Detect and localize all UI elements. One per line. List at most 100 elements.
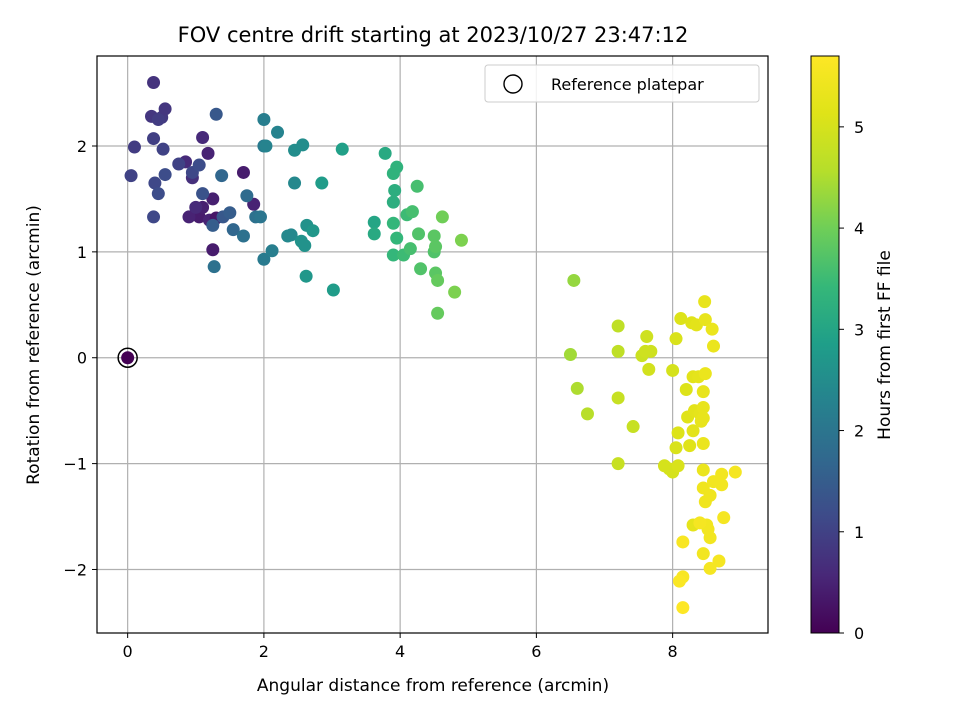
data-point bbox=[686, 424, 700, 438]
plot-frame bbox=[96, 55, 769, 634]
data-point bbox=[386, 216, 400, 230]
data-point bbox=[611, 457, 625, 471]
data-point bbox=[367, 227, 381, 241]
data-point bbox=[448, 285, 462, 299]
x-tick-label: 8 bbox=[668, 642, 678, 661]
data-point bbox=[259, 139, 273, 153]
data-point bbox=[335, 142, 349, 156]
data-point bbox=[693, 516, 707, 530]
data-point bbox=[429, 240, 443, 254]
colorbar-tick-label: 5 bbox=[854, 118, 864, 137]
data-point bbox=[707, 339, 721, 353]
data-point bbox=[671, 426, 685, 440]
data-point bbox=[223, 206, 237, 220]
data-point bbox=[147, 132, 161, 146]
colorbar: 0 1 2 3 4 5 Hours from first FF file bbox=[810, 55, 895, 643]
data-point bbox=[215, 169, 229, 183]
data-point bbox=[236, 165, 250, 179]
data-point bbox=[696, 547, 710, 561]
data-point bbox=[209, 107, 223, 121]
data-point bbox=[707, 475, 721, 489]
data-point bbox=[147, 75, 161, 89]
data-point bbox=[698, 295, 712, 309]
colorbar-gradient bbox=[810, 55, 840, 634]
data-point bbox=[306, 224, 320, 238]
y-axis-label: Rotation from reference (arcmin) bbox=[24, 205, 44, 485]
data-point bbox=[196, 131, 210, 145]
x-tick-label: 2 bbox=[259, 642, 269, 661]
data-point bbox=[192, 158, 206, 172]
data-point bbox=[236, 229, 250, 243]
grid-lines bbox=[97, 56, 768, 633]
data-point bbox=[226, 223, 240, 237]
data-point bbox=[669, 332, 683, 346]
data-point bbox=[405, 205, 419, 219]
y-tick-label: 2 bbox=[77, 137, 87, 156]
data-point bbox=[390, 160, 404, 174]
data-point bbox=[696, 436, 710, 450]
data-point bbox=[296, 138, 310, 152]
data-point bbox=[240, 189, 254, 203]
data-point bbox=[147, 210, 161, 224]
data-point bbox=[703, 488, 717, 502]
data-point bbox=[414, 262, 428, 276]
y-tick-label: 1 bbox=[77, 243, 87, 262]
data-point bbox=[403, 242, 417, 256]
data-point bbox=[611, 391, 625, 405]
legend-box bbox=[484, 64, 760, 103]
data-point bbox=[298, 239, 312, 253]
data-point bbox=[182, 210, 196, 224]
data-point bbox=[390, 231, 404, 245]
data-point bbox=[567, 273, 581, 287]
data-point bbox=[674, 312, 688, 326]
data-point bbox=[435, 210, 449, 224]
data-point bbox=[698, 313, 712, 327]
data-point bbox=[299, 269, 313, 283]
y-tick-label: −1 bbox=[63, 455, 87, 474]
x-axis-ticks: 0 2 4 6 8 bbox=[123, 633, 678, 661]
data-point bbox=[388, 183, 402, 197]
data-point bbox=[201, 146, 215, 160]
colorbar-label: Hours from first FF file bbox=[875, 250, 895, 440]
data-point bbox=[676, 535, 690, 549]
data-point bbox=[703, 561, 717, 575]
data-point bbox=[666, 363, 680, 377]
data-point bbox=[206, 218, 220, 232]
data-point bbox=[728, 465, 742, 479]
legend: Reference platepar bbox=[484, 64, 760, 103]
data-point bbox=[626, 420, 640, 434]
x-tick-label: 4 bbox=[395, 642, 405, 661]
data-point bbox=[127, 140, 141, 154]
data-point bbox=[412, 227, 426, 241]
y-tick-label: 0 bbox=[77, 349, 87, 368]
data-point bbox=[696, 385, 710, 399]
data-point bbox=[570, 381, 584, 395]
data-point bbox=[696, 400, 710, 414]
data-point bbox=[611, 344, 625, 358]
data-point bbox=[271, 125, 285, 139]
data-point bbox=[669, 441, 683, 455]
data-point bbox=[189, 200, 203, 214]
data-point bbox=[124, 169, 138, 183]
data-point bbox=[640, 330, 654, 344]
data-point bbox=[196, 187, 210, 201]
data-point bbox=[386, 248, 400, 262]
data-point bbox=[378, 146, 392, 160]
data-point bbox=[705, 322, 719, 336]
data-point bbox=[683, 439, 697, 453]
data-point bbox=[644, 344, 658, 358]
x-tick-label: 6 bbox=[531, 642, 541, 661]
data-point bbox=[712, 554, 726, 568]
data-point bbox=[206, 192, 220, 206]
data-point bbox=[703, 531, 717, 545]
data-point bbox=[265, 244, 279, 258]
data-point bbox=[672, 574, 686, 588]
y-tick-label: −2 bbox=[63, 560, 87, 579]
data-point bbox=[253, 210, 267, 224]
data-point bbox=[257, 113, 271, 127]
data-point bbox=[284, 228, 298, 242]
data-point bbox=[679, 382, 693, 396]
colorbar-tick-label: 4 bbox=[854, 219, 864, 238]
data-point bbox=[206, 243, 220, 257]
